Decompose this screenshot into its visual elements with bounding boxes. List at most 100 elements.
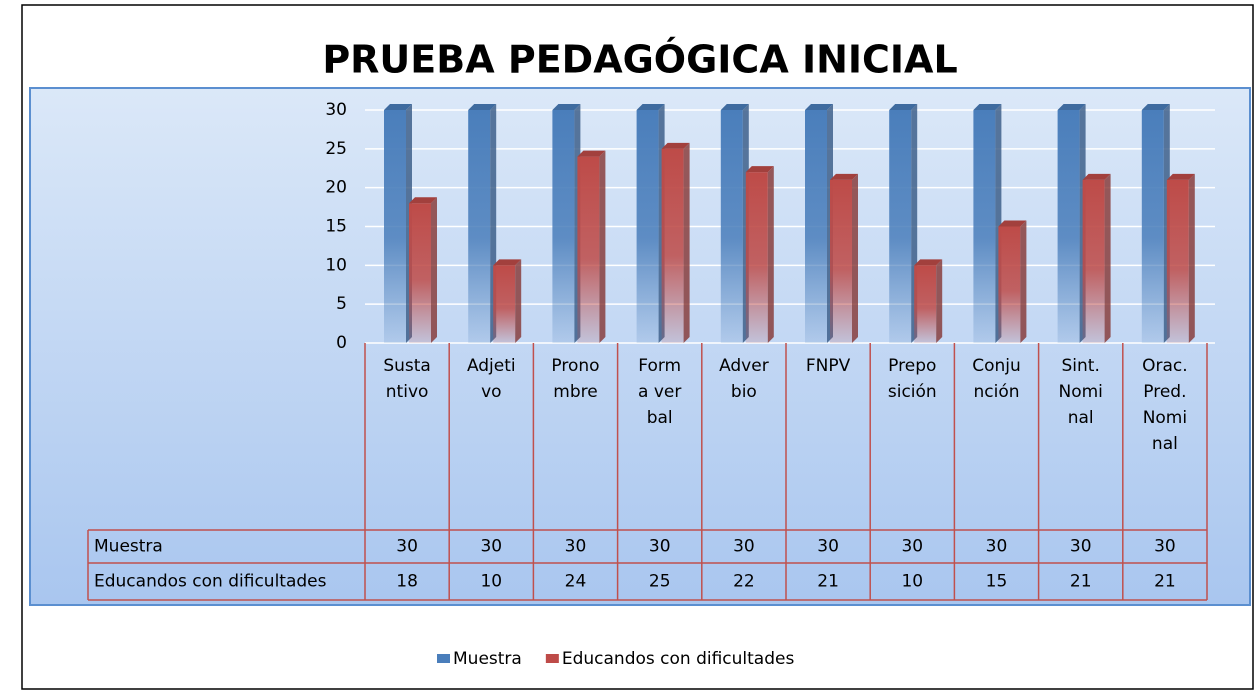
table-cell: 30 [480, 537, 502, 557]
bar-top [468, 104, 497, 110]
y-tick-label: 5 [336, 294, 347, 314]
bar-side [515, 259, 522, 343]
bar [805, 104, 833, 343]
bar-front [409, 203, 431, 343]
bar-top [1166, 173, 1195, 180]
x-tick-label: Forma verbal [638, 356, 682, 428]
bar-top [889, 104, 918, 110]
bar-side [683, 142, 690, 343]
y-tick-label: 0 [336, 333, 347, 353]
table-cell: 30 [649, 537, 671, 557]
table-cell: 30 [396, 537, 418, 557]
table-cell: 15 [986, 572, 1008, 592]
bar-top [1082, 173, 1111, 180]
bar-front [998, 226, 1021, 343]
x-tick-label: Orac. Pred. Nominal [1142, 356, 1188, 454]
table-cell: 24 [565, 572, 587, 592]
bar-side [936, 259, 943, 343]
table-cell: 30 [986, 537, 1008, 557]
bar-front [661, 148, 684, 343]
bar-top [384, 104, 412, 110]
bar [636, 104, 665, 343]
x-tick-label: Conjunción [972, 356, 1021, 402]
bar-side [767, 166, 774, 343]
bar-front [1141, 110, 1164, 343]
bar-top [636, 104, 665, 110]
bar-front [973, 110, 996, 343]
bar [1057, 104, 1086, 343]
bar-side [431, 197, 437, 343]
table-cell: 18 [396, 572, 418, 592]
table-cell: 30 [1154, 537, 1176, 557]
bar-side [1020, 220, 1027, 343]
x-tick-label: Pronombre [551, 356, 600, 402]
bar [973, 104, 1002, 343]
bar [745, 166, 774, 343]
table-cell: 25 [649, 572, 671, 592]
table-cell: 30 [733, 537, 755, 557]
bar-front [889, 110, 912, 343]
bar-top [914, 259, 943, 266]
bar-top [805, 104, 833, 110]
bar [998, 220, 1027, 343]
x-tick-label: Adjetivo [466, 356, 516, 402]
bar-top [1057, 104, 1086, 110]
table-cell: 30 [901, 537, 923, 557]
table-cell: 30 [565, 537, 587, 557]
chart-title: PRUEBA PEDAGÓGICA INICIAL [322, 38, 957, 82]
bar-front [720, 110, 743, 343]
y-tick-label: 25 [325, 139, 347, 159]
bar-side [1104, 173, 1111, 343]
table-cell: 21 [817, 572, 839, 592]
table-row-label: Educandos con dificultades [94, 572, 327, 592]
table-cell: 30 [817, 537, 839, 557]
bar [661, 142, 690, 343]
bar-front [384, 110, 406, 343]
table-row-label: Muestra [94, 537, 163, 557]
y-tick-label: 15 [325, 217, 347, 237]
bar-side [1188, 173, 1195, 343]
bar-front [468, 110, 491, 343]
bar-top [745, 166, 774, 173]
table-cell: 10 [480, 572, 502, 592]
bar [577, 150, 606, 343]
bar-front [805, 110, 827, 343]
y-tick-label: 30 [325, 100, 347, 120]
bar-front [577, 156, 600, 343]
bar-front [1057, 110, 1080, 343]
bar-front [493, 265, 516, 343]
bar [1166, 173, 1195, 343]
bar-front [552, 110, 575, 343]
y-tick-label: 20 [325, 178, 347, 198]
table-cell: 22 [733, 572, 755, 592]
bar [468, 104, 497, 343]
bar-top [409, 197, 437, 204]
legend-swatch [437, 654, 450, 663]
x-tick-label: Sustantivo [383, 356, 431, 402]
bar-top [577, 150, 606, 157]
bar [1082, 173, 1111, 343]
bar-front [1082, 179, 1105, 343]
bar [720, 104, 749, 343]
bar-top [493, 259, 522, 266]
x-tick-label: Sint. Nominal [1058, 356, 1103, 428]
bar [409, 197, 437, 343]
bar [384, 104, 412, 343]
bar-top [661, 142, 690, 149]
bar-front [830, 179, 852, 343]
bar-front [1166, 179, 1189, 343]
table-cell: 21 [1070, 572, 1092, 592]
bar [830, 173, 858, 343]
x-tick-label: Adverbio [719, 356, 769, 402]
x-tick-label: FNPV [805, 356, 851, 376]
bar-front [914, 265, 937, 343]
bar-front [636, 110, 659, 343]
bar-top [998, 220, 1027, 227]
bar-top [552, 104, 581, 110]
bar-side [599, 150, 606, 343]
bar [1141, 104, 1170, 343]
table-cell: 21 [1154, 572, 1176, 592]
table-cell: 10 [901, 572, 923, 592]
